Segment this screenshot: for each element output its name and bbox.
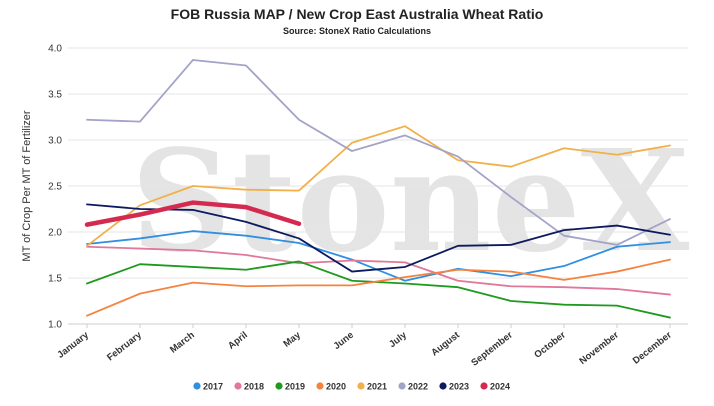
x-tick-label: June (332, 330, 356, 352)
legend-item-2019[interactable]: 2019 (275, 382, 305, 392)
x-ticks: January February March April May June July Augu… (55, 324, 674, 369)
watermark: StoneX (131, 120, 690, 284)
legend-marker (439, 382, 447, 390)
legend-marker (234, 382, 242, 390)
y-tick-label: 4.0 (48, 44, 62, 55)
y-tick-label: 2.5 (48, 182, 62, 193)
x-tick-label: October (532, 330, 568, 361)
legend-label: 2022 (408, 382, 428, 392)
legend-item-2020[interactable]: 2020 (316, 382, 346, 392)
y-tick-label: 1.5 (48, 274, 62, 285)
legend-item-2024[interactable]: 2024 (480, 382, 510, 392)
x-tick-label: September (469, 330, 515, 369)
legend[interactable]: 2017 2018 2019 2020 2021 2022 2023 2024 (193, 382, 510, 392)
x-tick-label: May (282, 329, 304, 349)
series-line-2021 (86, 125, 671, 247)
y-tick-label: 3.5 (48, 90, 62, 101)
chart-subtitle: Source: StoneX Ratio Calculations (283, 26, 431, 36)
series-lines (84, 59, 671, 319)
legend-item-2017[interactable]: 2017 (193, 382, 223, 392)
legend-item-2022[interactable]: 2022 (398, 382, 428, 392)
legend-marker (480, 382, 488, 390)
chart-title: FOB Russia MAP / New Crop East Australia… (171, 6, 544, 22)
y-tick-label: 2.0 (48, 228, 62, 239)
legend-marker (193, 382, 201, 390)
legend-label: 2018 (244, 382, 264, 392)
series-line-2023 (86, 203, 671, 273)
legend-label: 2019 (285, 382, 305, 392)
legend-marker (398, 382, 406, 390)
legend-label: 2021 (367, 382, 387, 392)
series-line-2022 (86, 59, 671, 246)
legend-label: 2023 (449, 382, 469, 392)
legend-label: 2017 (203, 382, 223, 392)
series-line-2018 (86, 245, 671, 296)
series-line-2024 (84, 200, 302, 227)
legend-marker (316, 382, 324, 390)
x-tick-label: December (631, 330, 674, 367)
x-tick-label: November (577, 330, 621, 367)
series-line-2019 (86, 260, 671, 319)
x-tick-label: February (105, 329, 144, 363)
series-line-2020 (86, 258, 671, 317)
x-tick-label: August (429, 329, 462, 358)
x-tick-label: January (55, 329, 91, 361)
series-line-2017 (86, 230, 671, 282)
x-tick-label: March (168, 330, 197, 356)
legend-marker (357, 382, 365, 390)
y-axis-label: MT of Crop Per MT of Fertilizer (21, 110, 33, 262)
legend-label: 2024 (490, 382, 510, 392)
y-ticks: 1.0 1.5 2.0 2.5 3.0 3.5 4.0 (48, 44, 62, 331)
legend-label: 2020 (326, 382, 346, 392)
grid (68, 47, 688, 325)
x-tick-label: April (226, 330, 250, 352)
y-tick-label: 1.0 (48, 320, 62, 331)
y-tick-label: 3.0 (48, 136, 62, 147)
x-tick-label: July (387, 329, 409, 350)
legend-item-2021[interactable]: 2021 (357, 382, 387, 392)
legend-marker (275, 382, 283, 390)
legend-item-2018[interactable]: 2018 (234, 382, 264, 392)
legend-item-2023[interactable]: 2023 (439, 382, 469, 392)
